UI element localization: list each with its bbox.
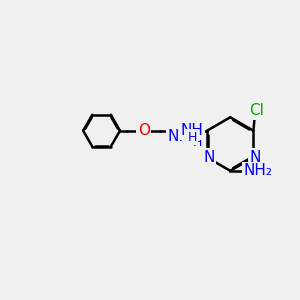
Text: NH: NH xyxy=(181,123,204,138)
Text: Cl: Cl xyxy=(249,103,264,118)
Text: N: N xyxy=(203,150,215,165)
Text: H: H xyxy=(193,136,202,149)
Text: O: O xyxy=(138,123,150,138)
Text: H: H xyxy=(188,131,197,144)
Text: NH: NH xyxy=(168,128,191,143)
Text: NH₂: NH₂ xyxy=(243,163,272,178)
Text: N: N xyxy=(250,150,261,165)
